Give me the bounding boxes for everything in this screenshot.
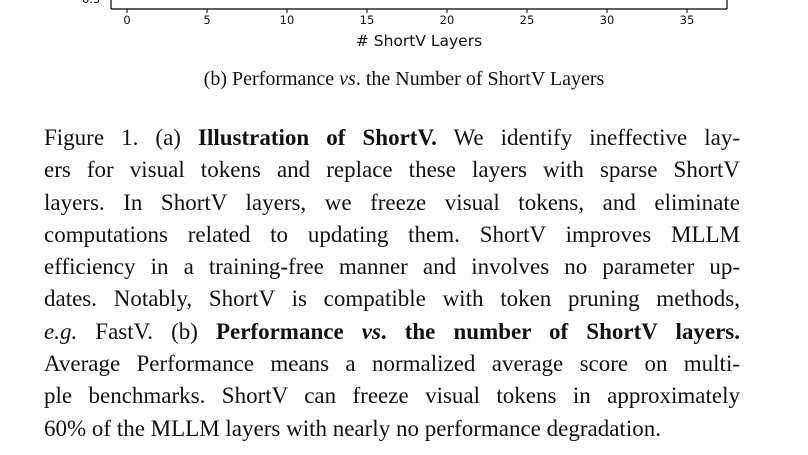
- caption-text: 60% of the MLLM layers with nearly no pe…: [44, 415, 661, 441]
- caption-text: dates. Notably, ShortV is compatible wit…: [44, 286, 740, 312]
- x-tick-label: 20: [440, 13, 455, 27]
- caption-line: e.g. FastV. (b) Performance vs. the numb…: [44, 316, 740, 348]
- caption-text: Average Performance means a normalized a…: [44, 351, 740, 377]
- caption-line: ers for visual tokens and replace these …: [44, 154, 740, 186]
- x-tick-label: 0: [123, 13, 130, 27]
- subcaption-b: (b) Performance vs. the Number of ShortV…: [0, 66, 808, 92]
- x-tick-label: 15: [360, 13, 375, 27]
- x-tick-label: 5: [203, 13, 210, 27]
- caption-line: computations related to updating them. S…: [44, 219, 740, 251]
- x-axis-layer: 0.5 0 5 10 15 20 25 30 35 # ShortV Layers: [82, 0, 728, 50]
- caption-line: 60% of the MLLM layers with nearly no pe…: [44, 413, 740, 445]
- caption-line: Figure 1. (a) Illustration of ShortV. We…: [44, 122, 740, 154]
- caption-line: ple benchmarks. ShortV can freeze visual…: [44, 380, 740, 412]
- subcaption-suffix: . the Number of ShortV Layers: [355, 68, 605, 90]
- caption-text: e.g.: [44, 318, 78, 344]
- caption-text: Illustration of ShortV.: [198, 125, 437, 150]
- caption-text: Performance: [215, 318, 362, 344]
- caption-text: computations related to updating them. S…: [44, 221, 740, 247]
- subcaption-vs: vs: [339, 68, 356, 90]
- chart-x-axis: 0.5 0 5 10 15 20 25 30 35 # ShortV Layers: [82, 0, 728, 50]
- subcaption-prefix: (b) Performance: [203, 68, 340, 90]
- y-tick-label: 0.5: [82, 0, 100, 6]
- caption-line: layers. In ShortV layers, we freeze visu…: [44, 187, 740, 219]
- x-tick-label: 25: [520, 13, 535, 27]
- x-tick-label: 10: [280, 13, 295, 27]
- caption-text: FastV. (b): [77, 318, 216, 344]
- figure-caption: Figure 1. (a) Illustration of ShortV. We…: [44, 122, 740, 445]
- x-axis-label: # ShortV Layers: [356, 32, 482, 50]
- caption-line: efficiency in a training-free manner and…: [44, 251, 740, 283]
- x-tick-label: 30: [600, 13, 615, 27]
- caption-text: ple benchmarks. ShortV can freeze visual…: [44, 383, 740, 409]
- caption-line: dates. Notably, ShortV is compatible wit…: [44, 283, 740, 315]
- caption-text: Figure 1. (a): [44, 125, 199, 150]
- caption-text: . the number of ShortV layers.: [380, 318, 740, 344]
- caption-text: layers. In ShortV layers, we freeze visu…: [44, 189, 740, 215]
- caption-text: efficiency in a training-free manner and…: [44, 254, 740, 280]
- caption-text: ers for visual tokens and replace these …: [44, 157, 740, 183]
- caption-text: We identify ineffective lay-: [436, 125, 741, 150]
- caption-text: vs: [361, 318, 381, 344]
- x-tick-label: 35: [680, 13, 695, 27]
- caption-line: Average Performance means a normalized a…: [44, 348, 740, 380]
